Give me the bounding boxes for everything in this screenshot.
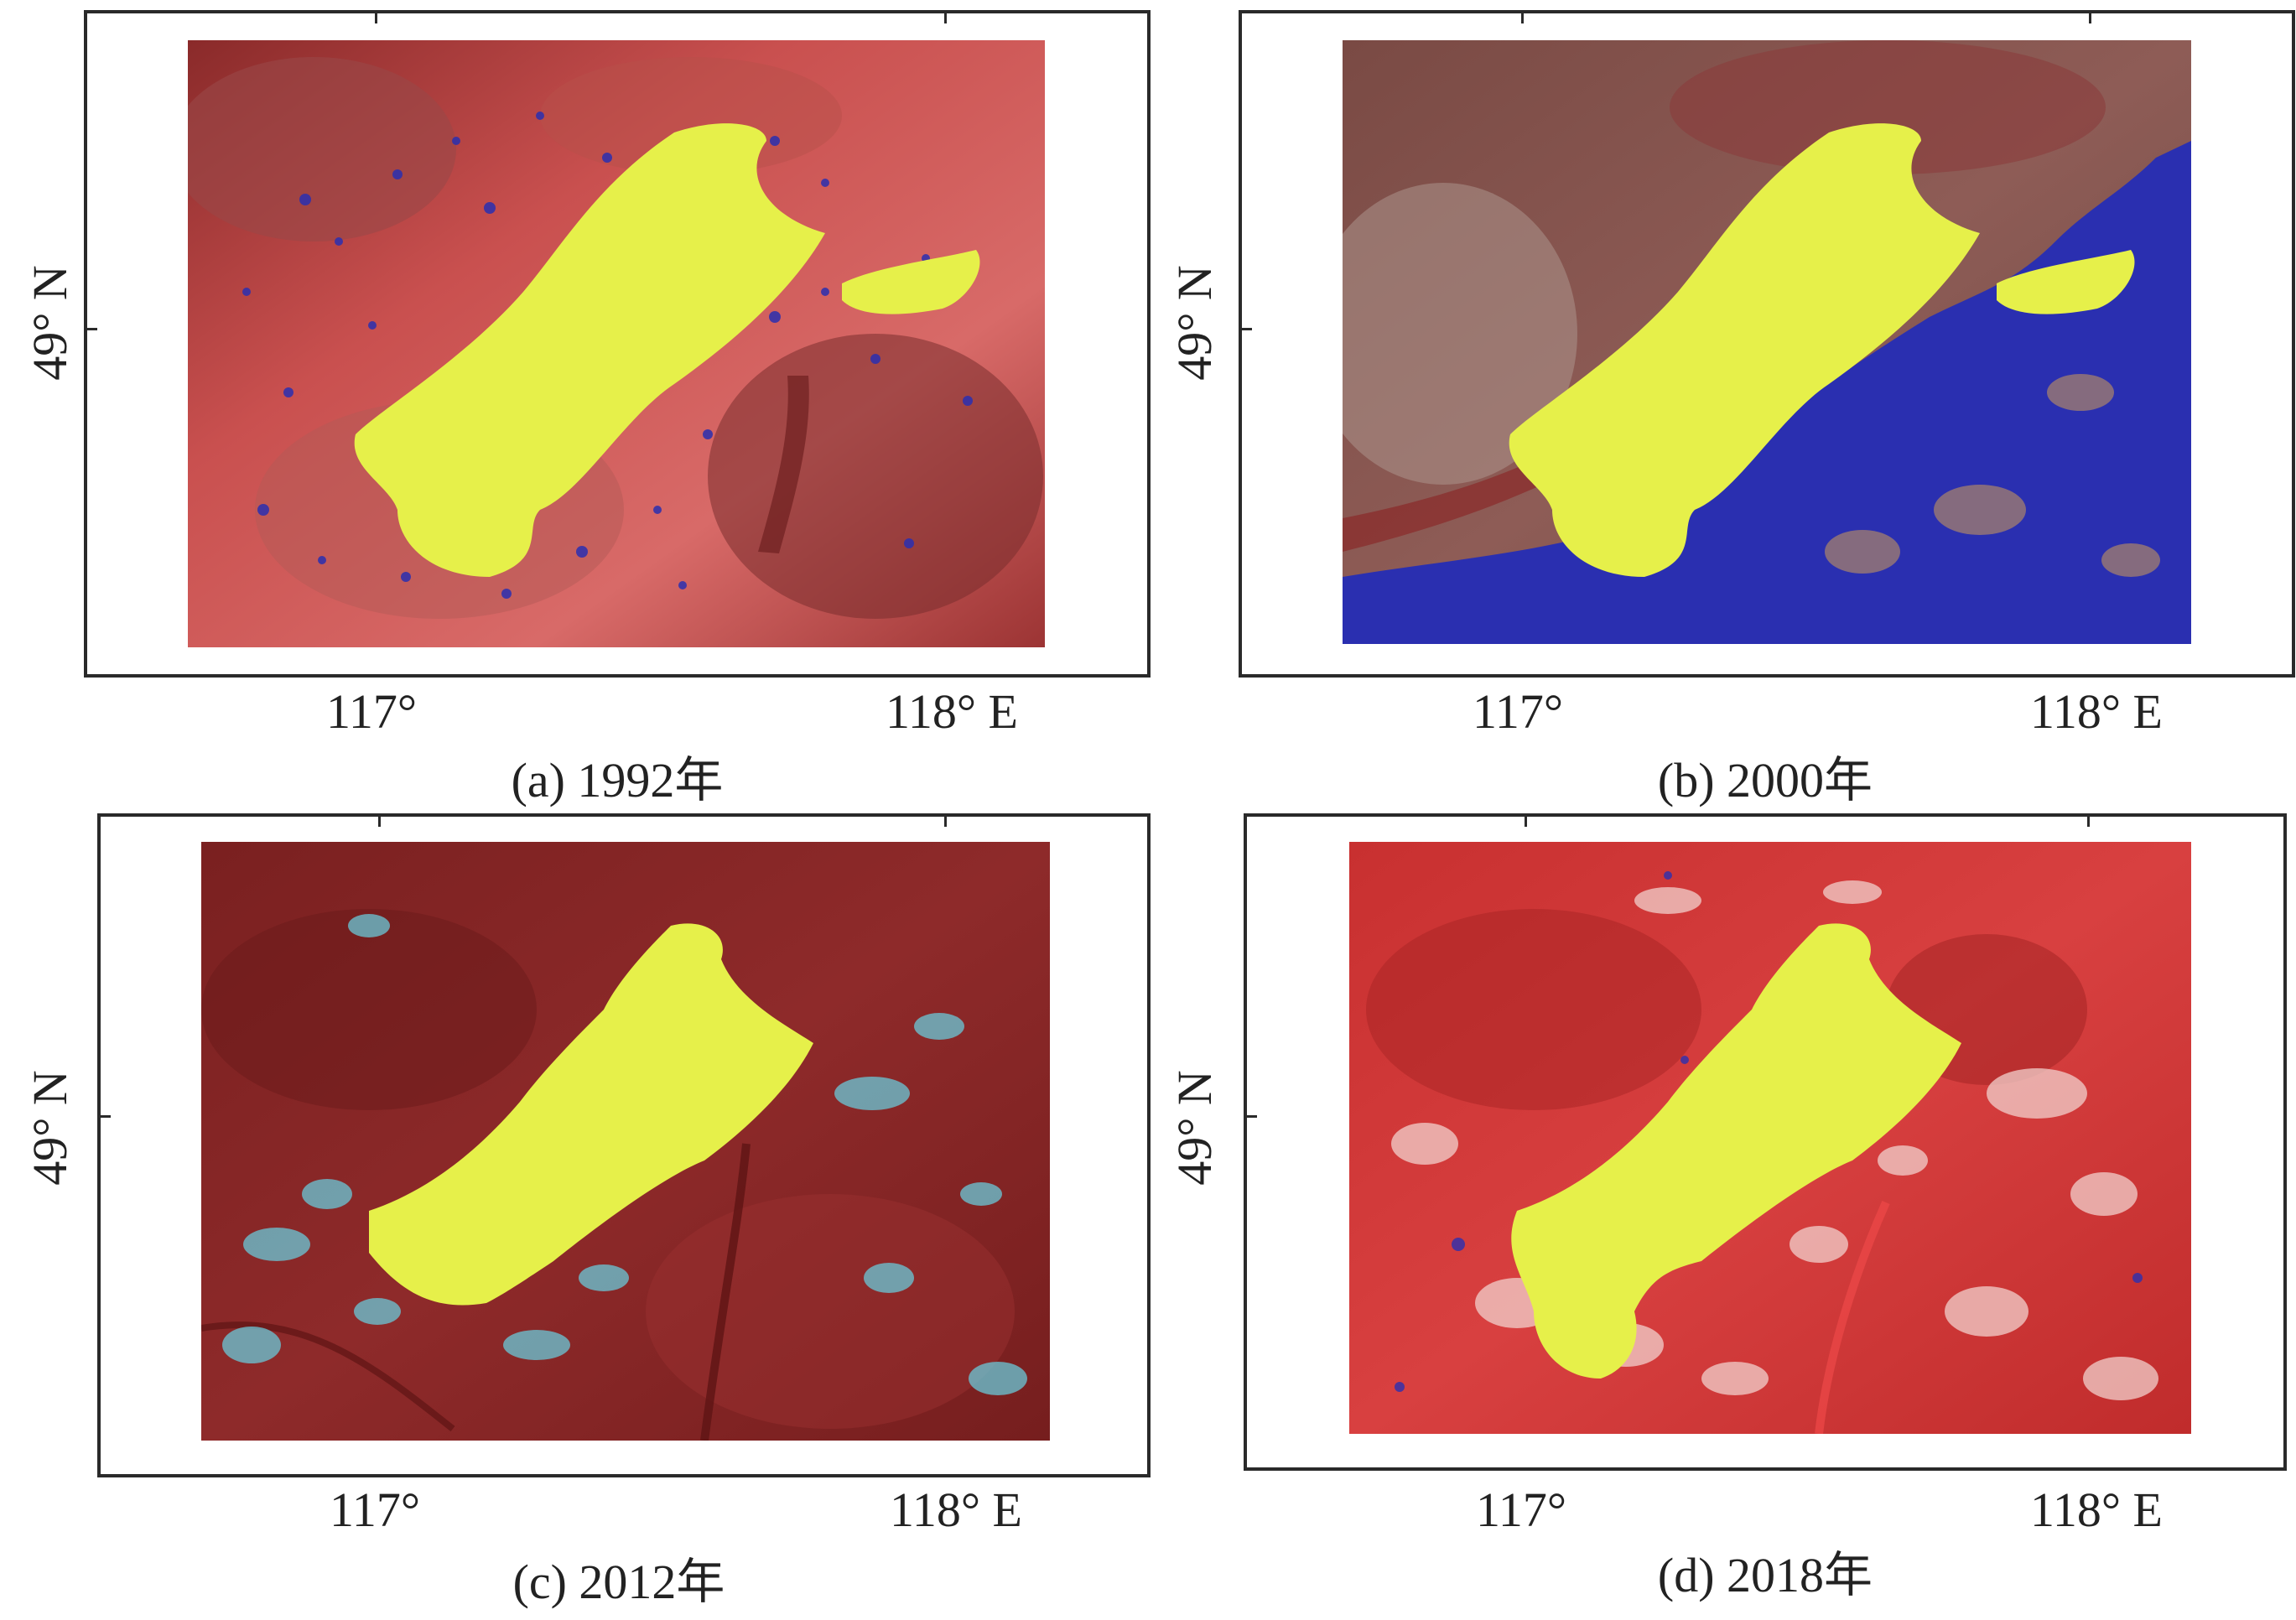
caption-c: (c) 2012年 — [512, 1555, 725, 1609]
lon-tick-a-2 — [944, 13, 947, 23]
lat-tick-a — [87, 328, 97, 330]
lon-tick-b-2 — [2089, 13, 2091, 23]
caption-b: (b) 2000年 — [1657, 753, 1873, 807]
satellite-image-a — [188, 40, 1045, 647]
lon-label-d-2: 118° E — [2030, 1482, 2163, 1537]
lon-label-b-1: 117° — [1472, 684, 1564, 739]
lake-dalai-c — [369, 923, 813, 1306]
lat-label-c: 49° N — [23, 1070, 77, 1186]
lon-label-a-1: 117° — [325, 684, 418, 739]
lon-tick-a-1 — [375, 13, 377, 23]
lake-dalai-d — [1511, 923, 1961, 1379]
map-frame-d — [1244, 813, 2287, 1471]
satellite-image-c — [201, 842, 1050, 1441]
lon-tick-b-1 — [1521, 13, 1524, 23]
lake-dalai-a — [354, 123, 826, 578]
lon-label-a-2: 118° E — [886, 684, 1018, 739]
lon-tick-c-1 — [378, 817, 381, 827]
lat-tick-c — [101, 1115, 111, 1118]
lon-label-c-1: 117° — [329, 1482, 421, 1537]
lon-tick-d-1 — [1525, 817, 1527, 827]
lon-tick-c-2 — [944, 817, 947, 827]
lake-small-b — [1997, 250, 2135, 314]
lon-label-b-2: 118° E — [2030, 684, 2163, 739]
map-frame-c — [97, 813, 1151, 1477]
lat-label-d: 49° N — [1167, 1070, 1222, 1186]
lat-label-a: 49° N — [23, 265, 77, 381]
map-frame-b — [1239, 10, 2295, 678]
lake-small-a — [842, 250, 980, 314]
caption-d: (d) 2018年 — [1657, 1548, 1873, 1602]
lat-tick-d — [1247, 1115, 1257, 1118]
lake-dalai-b — [1509, 123, 1980, 578]
lat-tick-b — [1242, 328, 1252, 330]
satellite-image-d — [1349, 842, 2191, 1434]
lon-label-c-2: 118° E — [890, 1482, 1022, 1537]
satellite-image-b — [1343, 40, 2191, 644]
caption-a: (a) 1992年 — [511, 753, 724, 807]
lon-label-d-1: 117° — [1475, 1482, 1567, 1537]
lat-label-b: 49° N — [1167, 265, 1222, 381]
lon-tick-d-2 — [2087, 817, 2090, 827]
map-frame-a — [84, 10, 1151, 678]
